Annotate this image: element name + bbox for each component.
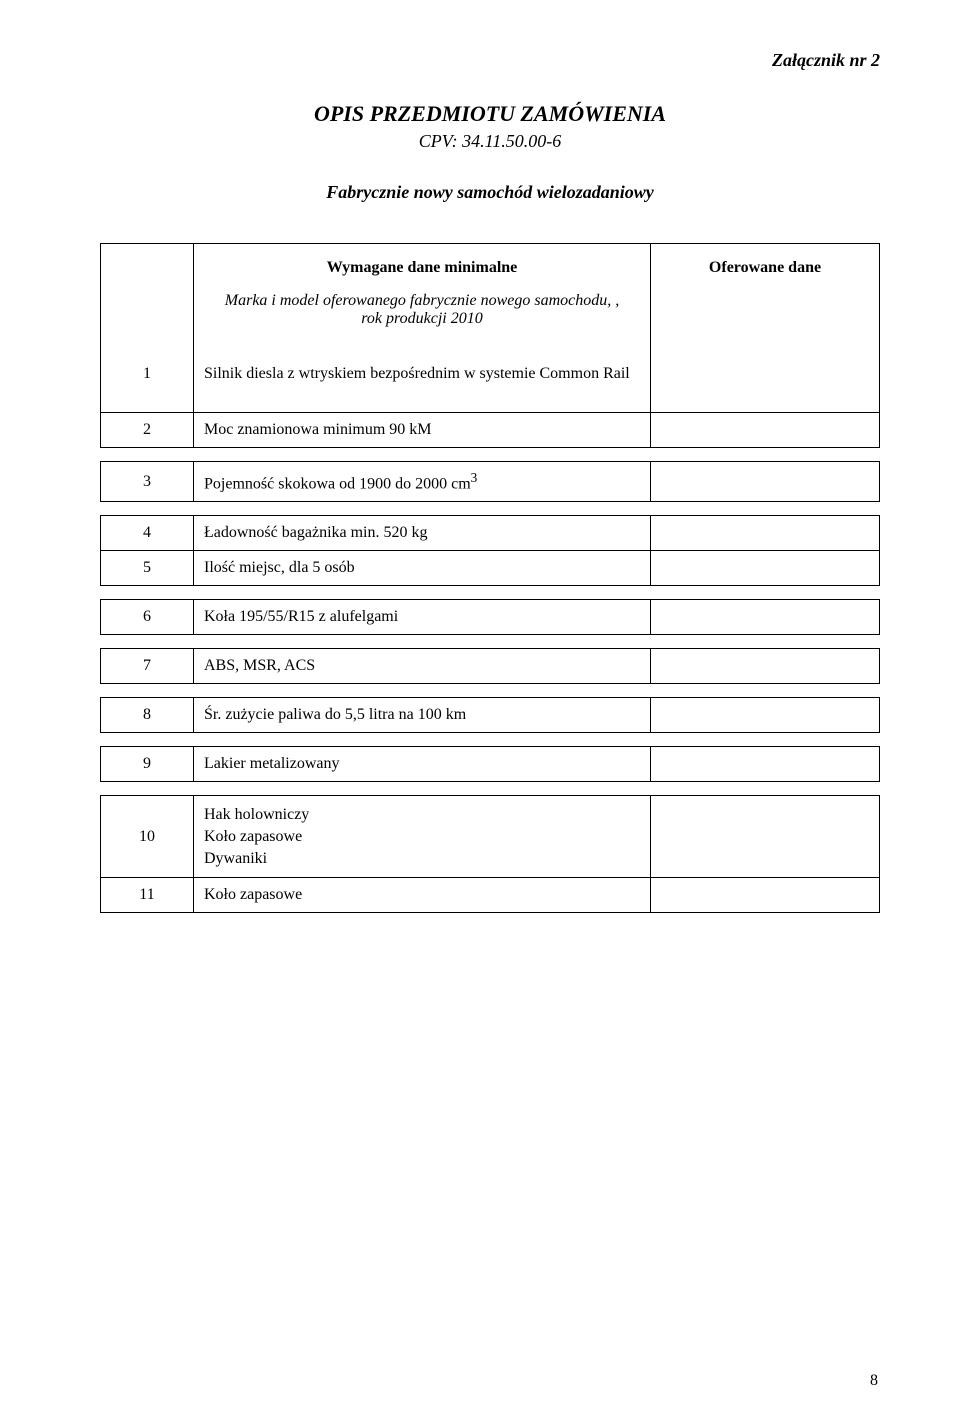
- document-page: Załącznik nr 2 OPIS PRZEDMIOTU ZAMÓWIENI…: [0, 0, 960, 1418]
- row-offered: [651, 600, 880, 635]
- row-spec: ABS, MSR, ACS: [194, 649, 651, 684]
- page-number: 8: [870, 1372, 878, 1390]
- row-spec: Lakier metalizowany: [194, 747, 651, 782]
- row-number: 4: [101, 516, 194, 551]
- row-spec-text: Pojemność skokowa od 1900 do 2000 cm: [204, 475, 471, 492]
- header-minimal: Wymagane dane minimalne: [194, 244, 651, 289]
- row-spec: Koła 195/55/R15 z alufelgami: [194, 600, 651, 635]
- subheader-empty-num: [101, 288, 194, 336]
- row-number: 5: [101, 551, 194, 586]
- attachment-label: Załącznik nr 2: [100, 50, 880, 71]
- row-number: 3: [101, 462, 194, 502]
- row-number: 9: [101, 747, 194, 782]
- row-number: 6: [101, 600, 194, 635]
- table-row: 11 Koło zapasowe: [101, 878, 880, 913]
- row-spec-sup: 3: [471, 470, 478, 485]
- row-spec: Koło zapasowe: [194, 878, 651, 913]
- table-row: 8 Śr. zużycie paliwa do 5,5 litra na 100…: [101, 698, 880, 733]
- row-offered: [651, 649, 880, 684]
- row-spec: Silnik diesla z wtryskiem bezpośrednim w…: [194, 336, 651, 413]
- row-spec-line: Hak holowniczy: [204, 806, 309, 823]
- row-number: 2: [101, 413, 194, 448]
- header-offered: Oferowane dane: [651, 244, 880, 289]
- table-row: 6 Koła 195/55/R15 z alufelgami: [101, 600, 880, 635]
- table-row: 4 Ładowność bagażnika min. 520 kg: [101, 516, 880, 551]
- row-number: 1: [101, 336, 194, 413]
- model-description: Marka i model oferowanego fabrycznie now…: [194, 288, 651, 336]
- row-offered: [651, 551, 880, 586]
- header-empty-num: [101, 244, 194, 289]
- row-offered: [651, 462, 880, 502]
- row-offered: [651, 516, 880, 551]
- table-row: 3 Pojemność skokowa od 1900 do 2000 cm3: [101, 462, 880, 502]
- row-spec: Moc znamionowa minimum 90 kM: [194, 413, 651, 448]
- spec-table: Wymagane dane minimalne Oferowane dane M…: [100, 243, 880, 913]
- table-header-row: Wymagane dane minimalne Oferowane dane: [101, 244, 880, 289]
- table-row: 1 Silnik diesla z wtryskiem bezpośrednim…: [101, 336, 880, 413]
- row-offered: [651, 796, 880, 878]
- row-number: 11: [101, 878, 194, 913]
- row-number: 7: [101, 649, 194, 684]
- row-offered: [651, 878, 880, 913]
- row-offered: [651, 336, 880, 413]
- table-subheader-row: Marka i model oferowanego fabrycznie now…: [101, 288, 880, 336]
- row-spec-line: Dywaniki: [204, 850, 267, 867]
- table-row: 2 Moc znamionowa minimum 90 kM: [101, 413, 880, 448]
- subheader-empty-off: [651, 288, 880, 336]
- row-spec: Ilość miejsc, dla 5 osób: [194, 551, 651, 586]
- row-number: 8: [101, 698, 194, 733]
- row-spec: Pojemność skokowa od 1900 do 2000 cm3: [194, 462, 651, 502]
- row-spec: Hak holowniczy Koło zapasowe Dywaniki: [194, 796, 651, 878]
- table-row: 5 Ilość miejsc, dla 5 osób: [101, 551, 880, 586]
- row-number: 10: [101, 796, 194, 878]
- row-spec: Śr. zużycie paliwa do 5,5 litra na 100 k…: [194, 698, 651, 733]
- document-subtitle: Fabrycznie nowy samochód wielozadaniowy: [100, 182, 880, 203]
- table-row: 10 Hak holowniczy Koło zapasowe Dywaniki: [101, 796, 880, 878]
- row-spec-line: Koło zapasowe: [204, 828, 302, 845]
- row-offered: [651, 747, 880, 782]
- table-row: 9 Lakier metalizowany: [101, 747, 880, 782]
- row-offered: [651, 698, 880, 733]
- table-row: 7 ABS, MSR, ACS: [101, 649, 880, 684]
- document-title: OPIS PRZEDMIOTU ZAMÓWIENIA: [100, 101, 880, 127]
- row-offered: [651, 413, 880, 448]
- cpv-code: CPV: 34.11.50.00-6: [100, 131, 880, 152]
- row-spec: Ładowność bagażnika min. 520 kg: [194, 516, 651, 551]
